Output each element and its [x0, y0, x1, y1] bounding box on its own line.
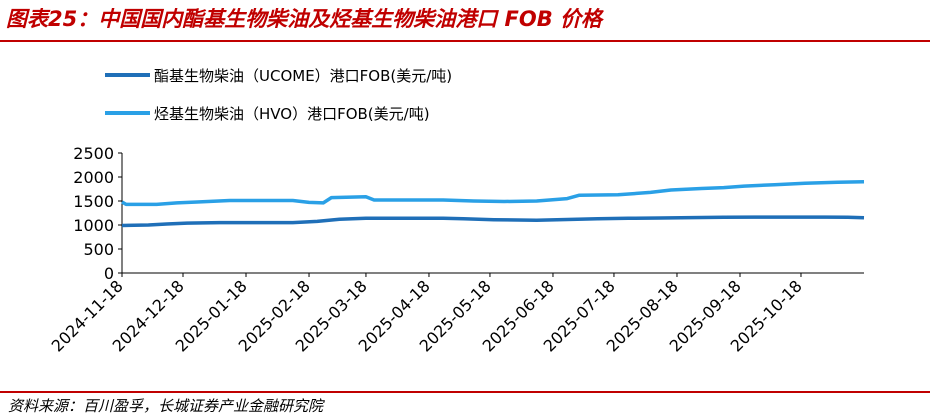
- legend-label-2: 烃基生物柴油（HVO）港口FOB(美元/吨): [154, 105, 430, 123]
- y-tick-label: 1000: [73, 216, 114, 235]
- y-tick-label: 2500: [73, 144, 114, 163]
- series-lines: [121, 180, 865, 228]
- x-axis: 2024-11-182024-12-182025-01-182025-02-18…: [48, 272, 864, 356]
- footer-divider: [0, 391, 930, 393]
- y-axis: 0 500 1000 1500 2000 2500: [73, 144, 123, 283]
- chart-legend: 酯基生物柴油（UCOME）港口FOB(美元/吨) 烃基生物柴油（HVO）港口FOB…: [105, 67, 452, 123]
- series-line-1: [121, 215, 865, 228]
- series-line-2: [121, 180, 865, 207]
- legend-label-1: 酯基生物柴油（UCOME）港口FOB(美元/吨): [154, 67, 452, 85]
- title-divider: [0, 40, 930, 42]
- y-tick-label: 1500: [73, 192, 114, 211]
- source-note: 资料来源：百川盈孚，长城证券产业金融研究院: [8, 397, 324, 415]
- y-tick-label: 0: [104, 264, 114, 283]
- y-tick-label: 2000: [73, 168, 114, 187]
- chart-title: 图表25：中国国内酯基生物柴油及烃基生物柴油港口 FOB 价格: [6, 7, 603, 31]
- y-tick-label: 500: [83, 240, 114, 259]
